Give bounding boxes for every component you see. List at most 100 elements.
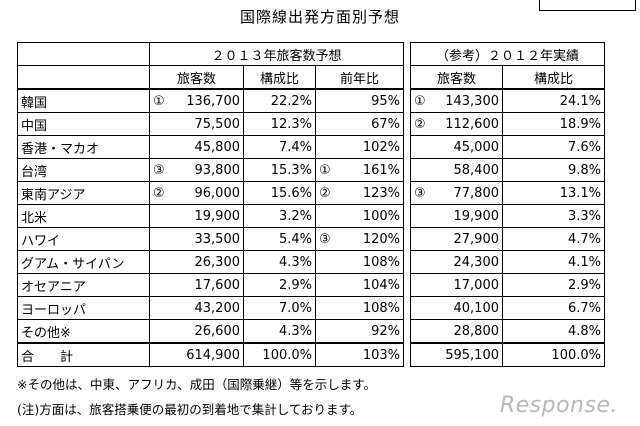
passengers-2013-value: 26,300 (194, 254, 241, 270)
passengers-2013-value: 19,900 (194, 208, 241, 224)
region-label-value: その他※ (21, 325, 71, 341)
header-2012-group: （参考）２０１２年実績 (410, 42, 605, 66)
yoy-2013-value: 95% (371, 93, 400, 109)
region-label: ハワイ (17, 227, 150, 251)
share-2013: 4.3% (243, 319, 316, 344)
passengers-2012-value: 77,800 (453, 185, 500, 201)
passengers-2013-value: 17,600 (194, 277, 241, 293)
header-2013-group: ２０１３年旅客数予想 (149, 42, 404, 66)
region-label: オセアニア (17, 273, 150, 297)
passengers-2013: 43,200 (149, 296, 244, 320)
share-2013: 15.6% (243, 181, 316, 205)
share-2013-value: 12.3% (270, 116, 312, 132)
footnote-other: ※その他は、中東、アフリカ、成田（国際乗継）等を示します。 (17, 377, 376, 392)
passengers-2012: ③ 77,800 (410, 181, 503, 205)
column-gap (403, 42, 411, 66)
share-2012: 24.1% (502, 88, 605, 113)
share-2012: 4.8% (502, 319, 605, 344)
region-label-value: 台湾 (21, 164, 48, 180)
rank-mark: ② (319, 185, 331, 201)
total-share-2012: 100.0% (502, 342, 605, 367)
share-2012-value: 9.8% (567, 162, 601, 178)
yoy-2013: ① 161% (315, 158, 404, 182)
yoy-2013-value: 108% (362, 254, 400, 270)
passengers-2013: ③ 93,800 (149, 158, 244, 182)
passengers-2012: 45,000 (410, 135, 503, 159)
table-row: 中国 75,500 12.3% 67% ② 112,600 18.9% (17, 112, 605, 136)
region-label-value: 香港・マカオ (21, 141, 100, 157)
share-2012: 18.9% (502, 112, 605, 136)
table-row: 韓国 ① 136,700 22.2% 95% ① 143,300 24.1% (17, 88, 605, 113)
passengers-2012-value: 143,300 (445, 93, 499, 109)
col-header-passengers-2013: 旅客数 (149, 65, 244, 90)
rank-mark: ③ (414, 185, 426, 201)
share-2012: 13.1% (502, 181, 605, 205)
table-row: ハワイ 33,500 5.4% ③ 120% 27,900 4.7% (17, 227, 605, 251)
yoy-2013: 95% (315, 88, 404, 113)
passengers-2013-value: 136,700 (186, 93, 240, 109)
share-2013: 4.3% (243, 250, 316, 274)
rank-mark: ① (153, 93, 165, 109)
yoy-2013-value: 100% (362, 208, 400, 224)
passengers-2012-value: 112,600 (445, 116, 499, 132)
passengers-2013: 45,800 (149, 135, 244, 159)
col-header-share-2012: 構成比 (502, 65, 605, 90)
share-2012-value: 18.9% (559, 116, 601, 132)
yoy-2013-value: 104% (362, 277, 400, 293)
total-passengers-2013: 614,900 (149, 342, 244, 367)
yoy-2013-value: 161% (362, 162, 400, 178)
region-label: グアム・サイパン (17, 250, 150, 274)
region-label: 東南アジア (17, 181, 150, 205)
passengers-2012: 28,800 (410, 319, 503, 344)
column-gap (403, 89, 411, 113)
yoy-2013: ③ 120% (315, 227, 404, 251)
column-gap (403, 250, 411, 274)
forecast-table: ２０１３年旅客数予想 （参考）２０１２年実績 旅客数 構成比 前年比 旅客数 構… (17, 42, 605, 367)
region-label: 北米 (17, 204, 150, 228)
col-header-yoy-2013: 前年比 (315, 65, 404, 90)
region-label: 台湾 (17, 158, 150, 182)
share-2012-value: 2.9% (567, 277, 601, 293)
share-2013: 12.3% (243, 112, 316, 136)
passengers-2013: ① 136,700 (149, 88, 244, 113)
yoy-2013: ② 123% (315, 181, 404, 205)
share-2012: 7.6% (502, 135, 605, 159)
yoy-2013-value: 102% (362, 139, 400, 155)
yoy-2013: 100% (315, 204, 404, 228)
share-2013: 7.0% (243, 296, 316, 320)
passengers-2013: 75,500 (149, 112, 244, 136)
yoy-2013: 104% (315, 273, 404, 297)
yoy-2013: 67% (315, 112, 404, 136)
share-2013-value: 4.3% (278, 323, 312, 339)
column-gap (403, 65, 411, 89)
yoy-2013-value: 67% (371, 116, 400, 132)
rank-mark: ③ (319, 231, 331, 247)
passengers-2012: 17,000 (410, 273, 503, 297)
passengers-2013-value: 75,500 (194, 116, 241, 132)
passengers-2012-value: 45,000 (453, 139, 500, 155)
share-2013-value: 15.3% (270, 162, 312, 178)
table-row: グアム・サイパン 26,300 4.3% 108% 24,300 4.1% (17, 250, 605, 274)
table-row: 北米 19,900 3.2% 100% 19,900 3.3% (17, 204, 605, 228)
column-gap (403, 343, 411, 367)
passengers-2013: 33,500 (149, 227, 244, 251)
passengers-2012: ② 112,600 (410, 112, 503, 136)
share-2013-value: 7.0% (278, 300, 312, 316)
share-2013: 22.2% (243, 88, 316, 113)
region-label-value: グアム・サイパン (21, 256, 125, 272)
passengers-2012-value: 58,400 (453, 162, 500, 178)
rank-mark: ① (319, 162, 331, 178)
region-label-value: 中国 (21, 118, 48, 134)
column-gap (403, 181, 411, 205)
passengers-2013-value: 96,000 (194, 185, 241, 201)
share-2012: 6.7% (502, 296, 605, 320)
passengers-2013-value: 33,500 (194, 231, 241, 247)
region-label: 中国 (17, 112, 150, 136)
column-gap (403, 112, 411, 136)
total-yoy-2013: 103% (315, 342, 404, 367)
rank-mark: ② (414, 116, 426, 132)
region-label-value: 北米 (21, 210, 48, 226)
share-2012-value: 7.6% (567, 139, 601, 155)
column-gap (403, 273, 411, 297)
passengers-2012-value: 40,100 (453, 300, 500, 316)
